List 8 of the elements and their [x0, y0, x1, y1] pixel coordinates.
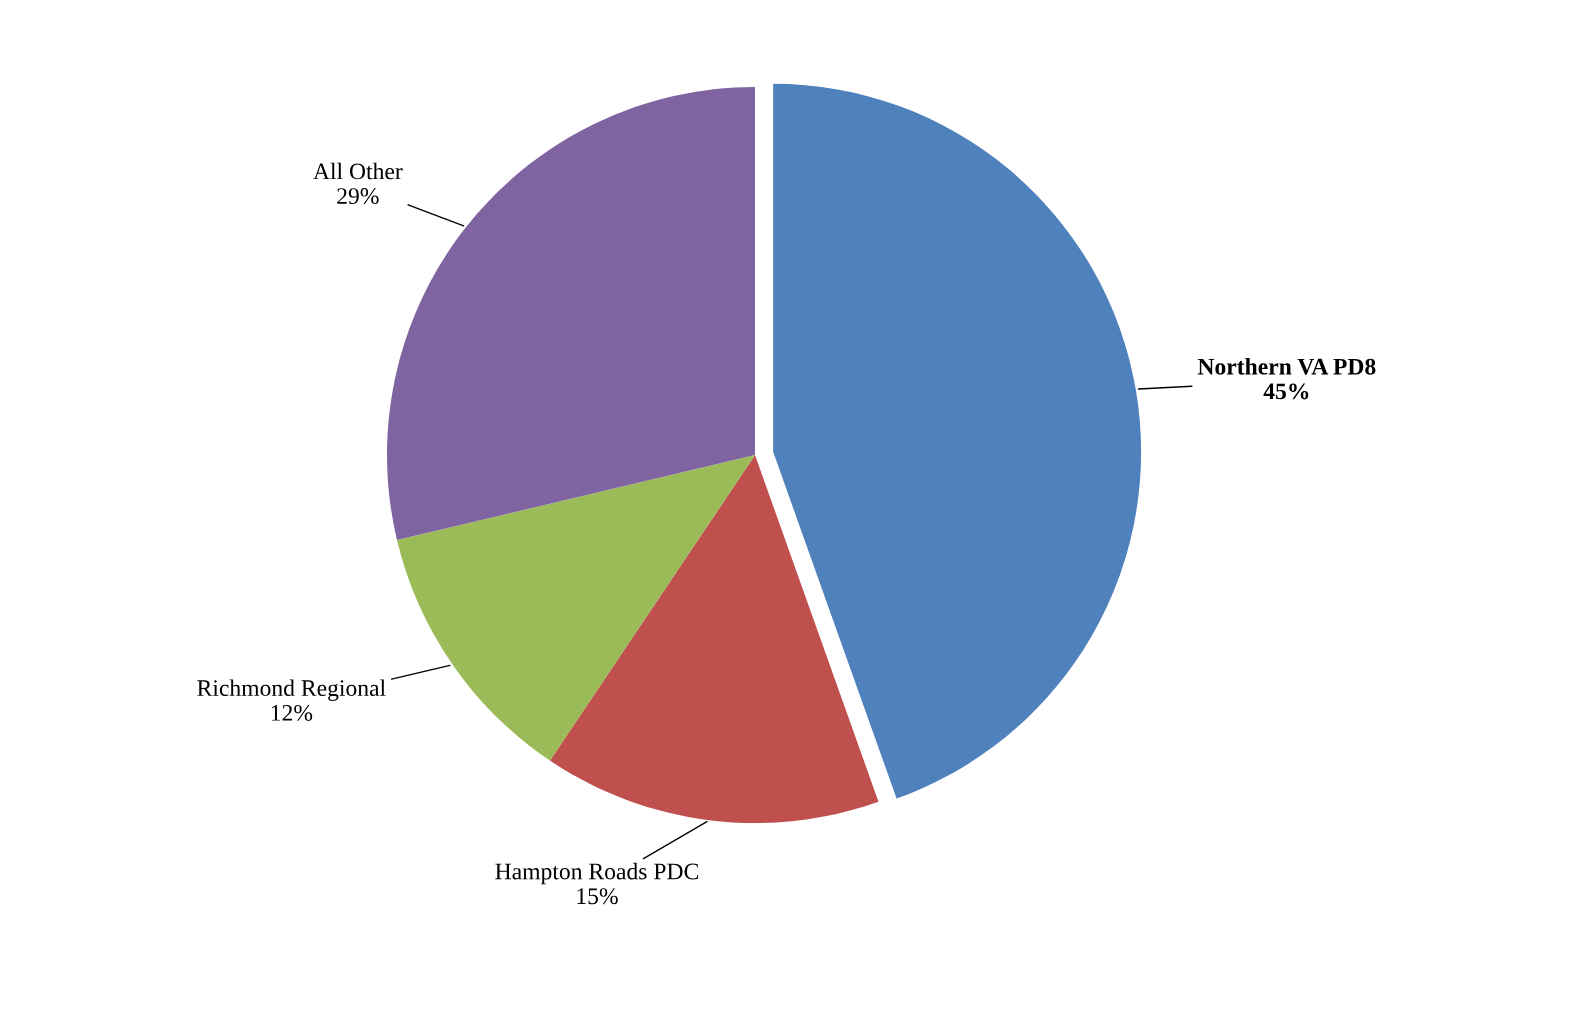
data-label: 15% — [577, 888, 618, 905]
slice-label: Richmond Regional — [197, 679, 386, 701]
slice-label: Northern VA PD8 — [1197, 358, 1376, 375]
slice-label: Hampton Roads PDC — [495, 862, 698, 885]
slice-label: All Other — [313, 162, 403, 180]
data-label: 45% — [1263, 383, 1309, 400]
data-label: 12% — [271, 704, 313, 721]
data-label: 29% — [337, 188, 379, 205]
